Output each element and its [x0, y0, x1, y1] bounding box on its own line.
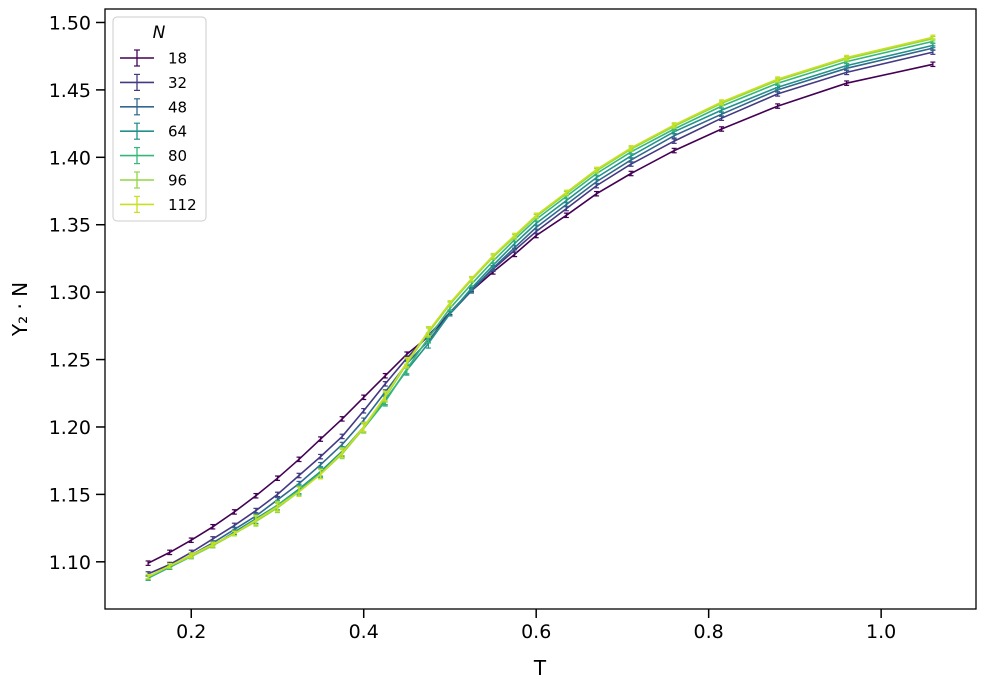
- plot-area-frame: [104, 8, 977, 610]
- legend-label: 80: [168, 147, 187, 165]
- legend-label: 112: [168, 196, 197, 214]
- legend-title: N: [153, 23, 166, 43]
- legend-item: 48: [120, 98, 187, 116]
- legend-label: 18: [168, 50, 187, 68]
- legend-label: 32: [168, 74, 187, 92]
- series-48: [145, 45, 936, 581]
- legend-item: 80: [120, 147, 187, 165]
- x-tick-label: 0.6: [521, 621, 551, 643]
- legend-item: 96: [120, 171, 187, 190]
- series-line: [147, 37, 934, 578]
- legend-box: [112, 16, 207, 222]
- series-line: [147, 36, 934, 578]
- series-96: [145, 35, 936, 580]
- legend-label: 64: [168, 123, 187, 141]
- y-tick-label: 1.35: [49, 215, 91, 237]
- legend-item: 18: [120, 49, 187, 68]
- y-axis-label: Y₂ · N: [8, 282, 32, 337]
- series-64: [145, 42, 936, 581]
- x-tick-label: 0.4: [349, 621, 379, 643]
- x-tick-label: 0.8: [694, 621, 724, 643]
- legend-items: 18 32 48 64 80 96 112: [120, 49, 197, 214]
- legend-label: 48: [168, 98, 187, 116]
- y-tick-label: 1.10: [49, 552, 91, 574]
- series-line: [147, 47, 934, 579]
- y-tick-label: 1.45: [49, 80, 91, 102]
- series-32: [145, 49, 936, 577]
- legend-label: 96: [168, 172, 187, 190]
- series-layer: [145, 34, 936, 581]
- legend-item: 64: [120, 122, 187, 141]
- series-112: [145, 34, 936, 580]
- series-line: [147, 44, 934, 579]
- y-tick-label: 1.20: [49, 417, 91, 439]
- x-axis-label: T: [533, 656, 547, 680]
- legend-item: 32: [120, 73, 187, 92]
- legend-item: 112: [120, 195, 197, 214]
- legend: N 18 32 48 64 80 96 112: [112, 16, 207, 222]
- y-tick-label: 1.15: [49, 484, 91, 506]
- y-tick-label: 1.30: [49, 282, 91, 304]
- x-tick-label: 1.0: [866, 621, 896, 643]
- y-axis: 1.10 1.15 1.20 1.25 1.30 1.35 1.40 1.45 1.50: [49, 12, 105, 574]
- series-80: [145, 38, 936, 581]
- x-tick-label: 0.2: [176, 621, 206, 643]
- series-line: [147, 40, 934, 579]
- series-line: [147, 63, 934, 564]
- y-tick-label: 1.40: [49, 147, 91, 169]
- x-axis: 0.2 0.4 0.6 0.8 1.0: [176, 609, 896, 643]
- y-tick-label: 1.50: [49, 12, 91, 34]
- series-line: [147, 51, 934, 575]
- y-tick-label: 1.25: [49, 350, 91, 372]
- series-18: [145, 61, 936, 566]
